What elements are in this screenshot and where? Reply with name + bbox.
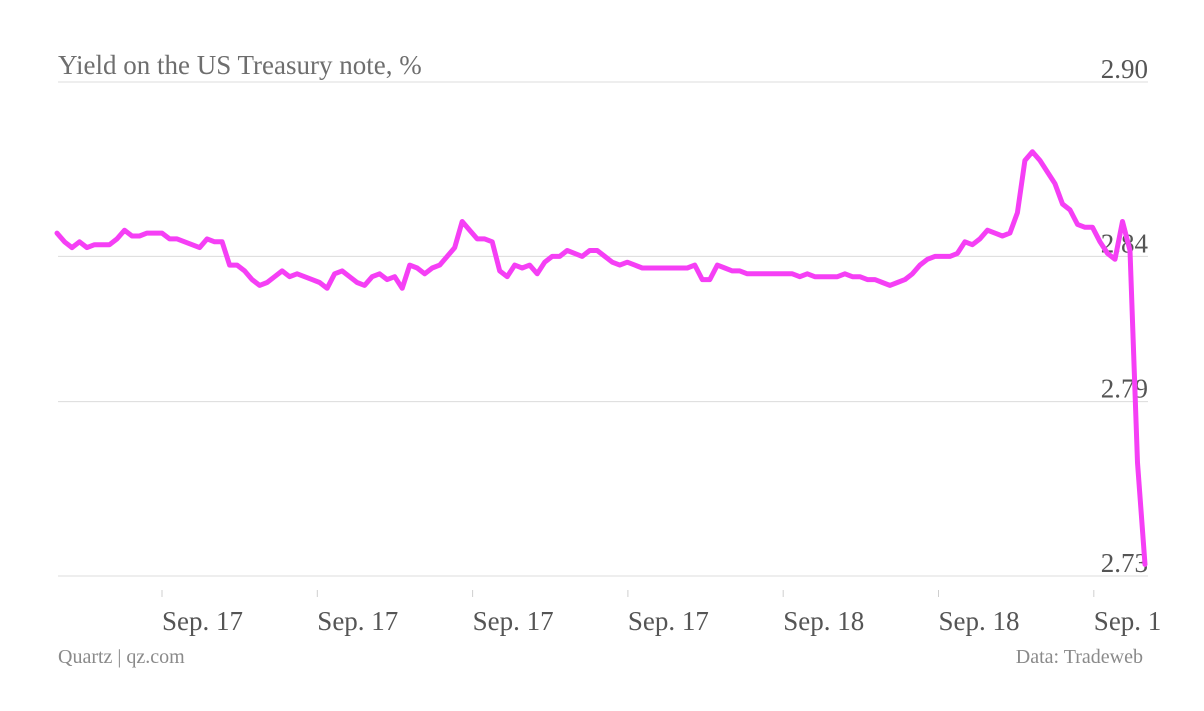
x-tick-label: Sep. 18 — [783, 606, 864, 636]
y-tick-label: 2.90 — [1101, 54, 1148, 84]
x-tick-label: Sep. 17 — [473, 606, 554, 636]
yield-series-line — [54, 149, 1148, 567]
x-tick-label: Sep. 18 — [939, 606, 1020, 636]
data-source: Data: Tradeweb — [1016, 646, 1143, 668]
source-credit: Quartz | qz.com — [58, 646, 185, 668]
x-tick-label: Sep. 17 — [317, 606, 398, 636]
y-tick-label: 2.79 — [1101, 374, 1148, 404]
x-tick-label: Sep. 1 — [1094, 606, 1162, 636]
x-tick-label: Sep. 17 — [162, 606, 243, 636]
chart-title: Yield on the US Treasury note, % — [58, 50, 422, 80]
y-tick-label: 2.73 — [1101, 548, 1148, 578]
x-tick-label: Sep. 17 — [628, 606, 709, 636]
